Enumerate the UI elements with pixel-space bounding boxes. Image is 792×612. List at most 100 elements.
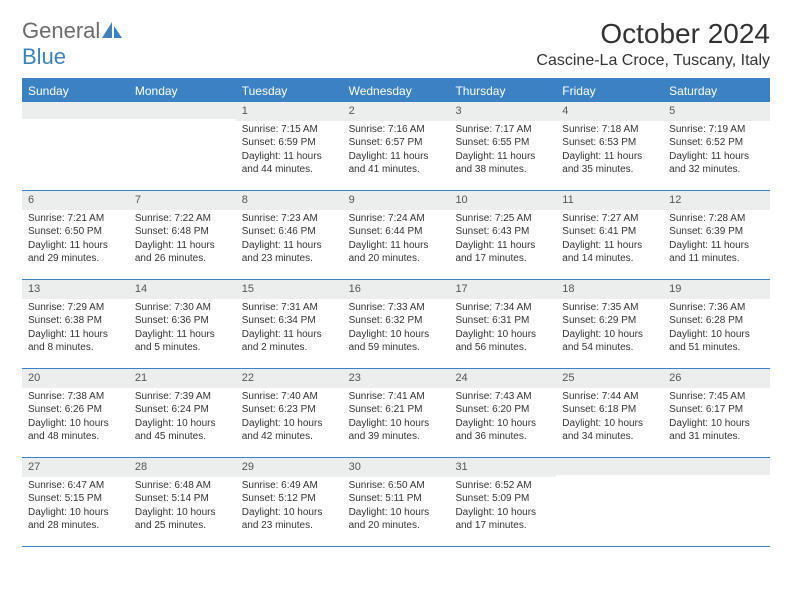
- sunrise: Sunrise: 7:39 AM: [135, 390, 230, 404]
- logo-text-blue: Blue: [22, 44, 66, 69]
- daylight-line2: and 48 minutes.: [28, 430, 123, 444]
- sunset: Sunset: 6:55 PM: [455, 136, 550, 150]
- daylight-line1: Daylight: 10 hours: [669, 328, 764, 342]
- sunset: Sunset: 6:53 PM: [562, 136, 657, 150]
- week-row: 20Sunrise: 7:38 AMSunset: 6:26 PMDayligh…: [22, 369, 770, 458]
- day-cell: 10Sunrise: 7:25 AMSunset: 6:43 PMDayligh…: [449, 191, 556, 279]
- daylight-line1: Daylight: 11 hours: [562, 239, 657, 253]
- day-body: Sunrise: 7:15 AMSunset: 6:59 PMDaylight:…: [236, 121, 343, 183]
- day-body: Sunrise: 6:48 AMSunset: 5:14 PMDaylight:…: [129, 477, 236, 539]
- sunset: Sunset: 6:18 PM: [562, 403, 657, 417]
- daylight-line1: Daylight: 10 hours: [135, 506, 230, 520]
- daylight-line1: Daylight: 10 hours: [349, 417, 444, 431]
- daylight-line2: and 56 minutes.: [455, 341, 550, 355]
- sunrise: Sunrise: 7:41 AM: [349, 390, 444, 404]
- daylight-line1: Daylight: 10 hours: [28, 506, 123, 520]
- day-body: Sunrise: 7:24 AMSunset: 6:44 PMDaylight:…: [343, 210, 450, 272]
- daylight-line1: Daylight: 11 hours: [135, 239, 230, 253]
- sunrise: Sunrise: 7:27 AM: [562, 212, 657, 226]
- day-number: 31: [449, 458, 556, 477]
- daylight-line2: and 44 minutes.: [242, 163, 337, 177]
- day-number: 27: [22, 458, 129, 477]
- daylight-line1: Daylight: 10 hours: [135, 417, 230, 431]
- daylight-line1: Daylight: 11 hours: [349, 239, 444, 253]
- day-cell: [129, 102, 236, 190]
- day-body: Sunrise: 7:41 AMSunset: 6:21 PMDaylight:…: [343, 388, 450, 450]
- sunrise: Sunrise: 6:52 AM: [455, 479, 550, 493]
- daylight-line1: Daylight: 10 hours: [242, 506, 337, 520]
- day-cell: 19Sunrise: 7:36 AMSunset: 6:28 PMDayligh…: [663, 280, 770, 368]
- daylight-line2: and 36 minutes.: [455, 430, 550, 444]
- sunrise: Sunrise: 7:28 AM: [669, 212, 764, 226]
- daylight-line2: and 32 minutes.: [669, 163, 764, 177]
- day-cell: 14Sunrise: 7:30 AMSunset: 6:36 PMDayligh…: [129, 280, 236, 368]
- sunrise: Sunrise: 6:50 AM: [349, 479, 444, 493]
- sunrise: Sunrise: 7:16 AM: [349, 123, 444, 137]
- sunset: Sunset: 6:36 PM: [135, 314, 230, 328]
- sunrise: Sunrise: 7:44 AM: [562, 390, 657, 404]
- day-body: Sunrise: 7:34 AMSunset: 6:31 PMDaylight:…: [449, 299, 556, 361]
- day-number: 30: [343, 458, 450, 477]
- dayhead-wed: Wednesday: [343, 80, 450, 102]
- day-number: 1: [236, 102, 343, 121]
- day-number: 15: [236, 280, 343, 299]
- logo-sail-icon: [102, 22, 124, 38]
- day-cell: 28Sunrise: 6:48 AMSunset: 5:14 PMDayligh…: [129, 458, 236, 546]
- day-number: 13: [22, 280, 129, 299]
- day-cell: 24Sunrise: 7:43 AMSunset: 6:20 PMDayligh…: [449, 369, 556, 457]
- day-body: Sunrise: 7:17 AMSunset: 6:55 PMDaylight:…: [449, 121, 556, 183]
- sunset: Sunset: 5:12 PM: [242, 492, 337, 506]
- daylight-line2: and 14 minutes.: [562, 252, 657, 266]
- sunrise: Sunrise: 7:29 AM: [28, 301, 123, 315]
- sunset: Sunset: 6:31 PM: [455, 314, 550, 328]
- day-body: Sunrise: 7:23 AMSunset: 6:46 PMDaylight:…: [236, 210, 343, 272]
- sunrise: Sunrise: 7:15 AM: [242, 123, 337, 137]
- day-cell: 18Sunrise: 7:35 AMSunset: 6:29 PMDayligh…: [556, 280, 663, 368]
- daylight-line2: and 34 minutes.: [562, 430, 657, 444]
- day-cell: 29Sunrise: 6:49 AMSunset: 5:12 PMDayligh…: [236, 458, 343, 546]
- day-number: 4: [556, 102, 663, 121]
- day-cell: 30Sunrise: 6:50 AMSunset: 5:11 PMDayligh…: [343, 458, 450, 546]
- daylight-line1: Daylight: 11 hours: [135, 328, 230, 342]
- logo-text-general: General: [22, 18, 100, 43]
- daylight-line1: Daylight: 10 hours: [28, 417, 123, 431]
- sunset: Sunset: 6:46 PM: [242, 225, 337, 239]
- daylight-line2: and 25 minutes.: [135, 519, 230, 533]
- daylight-line1: Daylight: 11 hours: [669, 239, 764, 253]
- day-body: Sunrise: 6:47 AMSunset: 5:15 PMDaylight:…: [22, 477, 129, 539]
- day-cell: 27Sunrise: 6:47 AMSunset: 5:15 PMDayligh…: [22, 458, 129, 546]
- sunrise: Sunrise: 7:38 AM: [28, 390, 123, 404]
- day-number: 24: [449, 369, 556, 388]
- daylight-line1: Daylight: 11 hours: [28, 239, 123, 253]
- daylight-line2: and 45 minutes.: [135, 430, 230, 444]
- day-number: 5: [663, 102, 770, 121]
- day-cell: 9Sunrise: 7:24 AMSunset: 6:44 PMDaylight…: [343, 191, 450, 279]
- header: General Blue October 2024 Cascine-La Cro…: [22, 18, 770, 70]
- day-number: 25: [556, 369, 663, 388]
- sunset: Sunset: 6:41 PM: [562, 225, 657, 239]
- sunset: Sunset: 6:38 PM: [28, 314, 123, 328]
- day-number: 26: [663, 369, 770, 388]
- day-body: Sunrise: 7:33 AMSunset: 6:32 PMDaylight:…: [343, 299, 450, 361]
- daylight-line2: and 59 minutes.: [349, 341, 444, 355]
- sunset: Sunset: 6:52 PM: [669, 136, 764, 150]
- day-number: 12: [663, 191, 770, 210]
- dayhead-tue: Tuesday: [236, 80, 343, 102]
- day-number: [663, 458, 770, 475]
- day-cell: 16Sunrise: 7:33 AMSunset: 6:32 PMDayligh…: [343, 280, 450, 368]
- sunset: Sunset: 6:28 PM: [669, 314, 764, 328]
- daylight-line1: Daylight: 10 hours: [455, 417, 550, 431]
- sunset: Sunset: 6:59 PM: [242, 136, 337, 150]
- day-cell: 6Sunrise: 7:21 AMSunset: 6:50 PMDaylight…: [22, 191, 129, 279]
- daylight-line2: and 5 minutes.: [135, 341, 230, 355]
- daylight-line2: and 29 minutes.: [28, 252, 123, 266]
- day-cell: 2Sunrise: 7:16 AMSunset: 6:57 PMDaylight…: [343, 102, 450, 190]
- day-header-row: Sunday Monday Tuesday Wednesday Thursday…: [22, 80, 770, 102]
- daylight-line1: Daylight: 11 hours: [242, 328, 337, 342]
- day-body: Sunrise: 6:49 AMSunset: 5:12 PMDaylight:…: [236, 477, 343, 539]
- daylight-line2: and 41 minutes.: [349, 163, 444, 177]
- dayhead-fri: Friday: [556, 80, 663, 102]
- day-body: Sunrise: 7:31 AMSunset: 6:34 PMDaylight:…: [236, 299, 343, 361]
- day-cell: 11Sunrise: 7:27 AMSunset: 6:41 PMDayligh…: [556, 191, 663, 279]
- daylight-line2: and 39 minutes.: [349, 430, 444, 444]
